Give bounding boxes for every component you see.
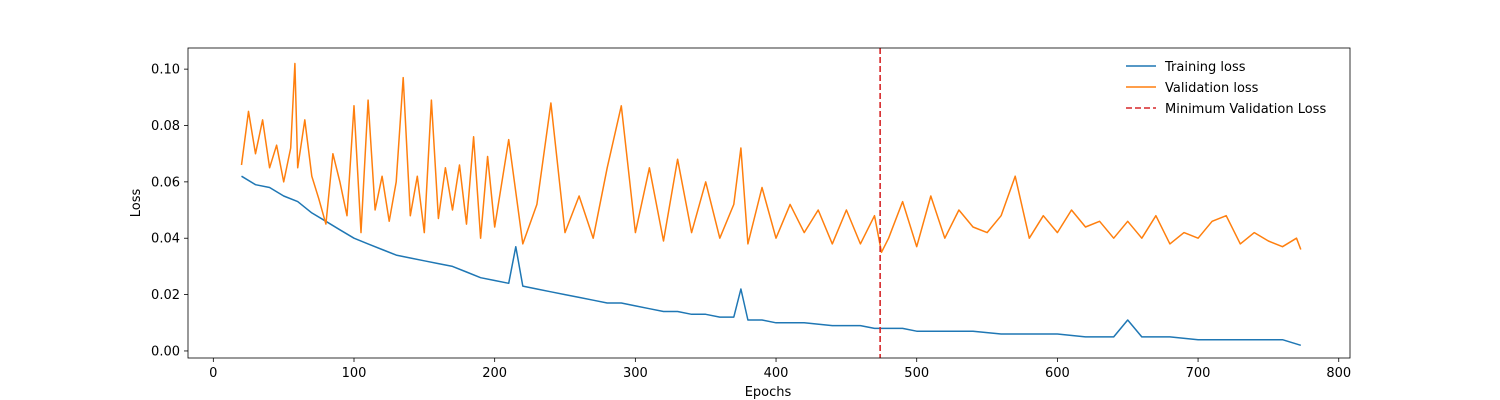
x-tick-label: 400 bbox=[764, 366, 789, 381]
axes-frame bbox=[187, 47, 1351, 359]
legend-label-validation-loss: Validation loss bbox=[1165, 81, 1259, 96]
y-tick-label: 0.04 bbox=[151, 232, 180, 247]
y-tick-label: 0.08 bbox=[151, 119, 180, 134]
y-tick-label: 0.06 bbox=[151, 175, 180, 190]
legend-label-training-loss: Training loss bbox=[1164, 60, 1246, 75]
axes: 0 100 200 300 400 500 600 700 800 0.00 0.02 0.04 0.0… bbox=[151, 47, 1351, 381]
x-tick-label: 100 bbox=[342, 366, 367, 381]
x-tick-label: 600 bbox=[1045, 366, 1070, 381]
series-group bbox=[240, 48, 1302, 358]
x-tick-label: 800 bbox=[1326, 366, 1351, 381]
x-tick-label: 0 bbox=[209, 366, 217, 381]
legend-label-minimum-validation-loss: Minimum Validation Loss bbox=[1165, 102, 1326, 117]
x-tick-label: 700 bbox=[1186, 366, 1211, 381]
legend: Training loss Validation loss Minimum Vali… bbox=[1126, 60, 1326, 117]
y-tick-label: 0.02 bbox=[151, 288, 180, 303]
x-tick-label: 500 bbox=[904, 366, 929, 381]
plot-area bbox=[240, 48, 1302, 358]
y-tick-label: 0.00 bbox=[151, 344, 180, 359]
x-axis-label: Epochs bbox=[745, 385, 792, 400]
x-tick-label: 300 bbox=[623, 366, 648, 381]
y-tick-label: 0.10 bbox=[151, 63, 180, 78]
y-axis-label: Loss bbox=[129, 189, 144, 218]
validation-loss-line bbox=[240, 62, 1302, 254]
x-tick-label: 200 bbox=[482, 366, 507, 381]
training-loss-line bbox=[241, 175, 1302, 347]
